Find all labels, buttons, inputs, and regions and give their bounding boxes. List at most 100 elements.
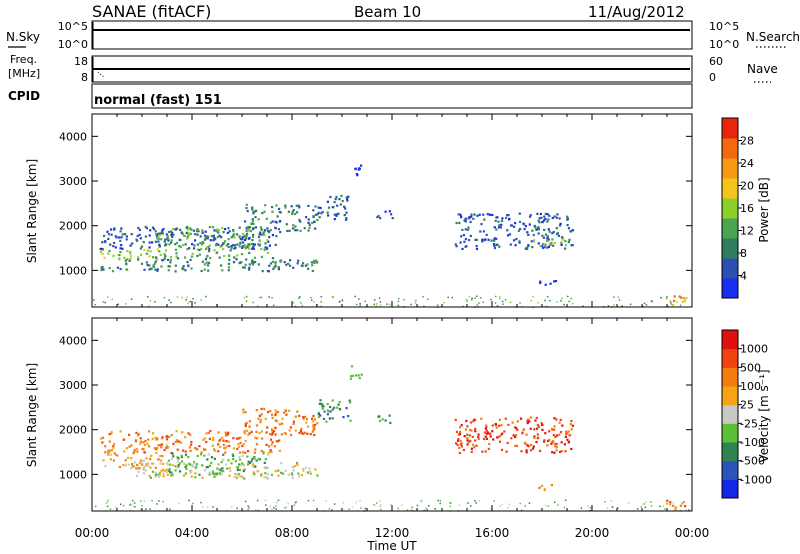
data-cell (181, 244, 185, 247)
data-cell (209, 239, 212, 242)
data-cell (298, 206, 301, 209)
data-cell (273, 507, 275, 509)
data-cell (255, 437, 259, 440)
data-cell (311, 420, 314, 423)
data-cell (201, 476, 204, 479)
data-cell (256, 305, 259, 307)
data-cell (390, 213, 393, 216)
data-cell (379, 301, 382, 303)
data-cell (316, 474, 319, 477)
data-cell (327, 410, 330, 413)
data-cell (294, 225, 297, 228)
data-cell (198, 445, 201, 448)
data-cell (468, 434, 471, 437)
data-cell (207, 269, 210, 272)
data-cell (541, 243, 544, 246)
data-cell (540, 216, 543, 219)
data-cell (545, 305, 547, 307)
vel-cbar-swatch (722, 423, 738, 443)
data-cell (163, 240, 166, 243)
data-cell (211, 444, 214, 447)
data-cell (168, 467, 171, 471)
data-cell (373, 299, 376, 301)
data-cell (281, 417, 284, 420)
power-cbar-tick-label: 20 (740, 180, 754, 193)
data-cell (266, 477, 269, 480)
data-cell (271, 297, 273, 299)
data-cell (397, 304, 400, 307)
data-cell (235, 233, 239, 236)
data-cell (552, 440, 555, 443)
data-cell (292, 266, 295, 269)
data-cell (164, 238, 167, 241)
data-cell (262, 451, 265, 454)
data-cell (567, 227, 571, 230)
data-cell (185, 226, 188, 229)
data-cell (247, 505, 249, 507)
data-cell (449, 505, 451, 508)
data-cell (295, 461, 299, 465)
data-cell (268, 451, 271, 454)
data-cell (513, 239, 516, 242)
data-cell (611, 506, 614, 508)
data-cell (201, 231, 204, 235)
data-cell (158, 454, 161, 457)
data-cell (285, 413, 288, 416)
data-cell (102, 301, 105, 303)
data-cell (455, 442, 458, 445)
nsearch-tick-top: 10^5 (709, 20, 739, 33)
data-cell (166, 444, 169, 447)
data-cell (447, 296, 449, 299)
data-cell (510, 224, 513, 227)
data-cell (538, 221, 541, 224)
data-cell (673, 299, 676, 303)
data-cell (497, 220, 500, 223)
data-cell (526, 246, 529, 249)
data-cell (258, 414, 261, 417)
data-cell (568, 300, 570, 303)
data-cell (566, 224, 569, 227)
data-cell (218, 472, 221, 475)
data-cell (161, 468, 165, 471)
data-cell (481, 450, 484, 453)
data-cell (532, 445, 535, 448)
data-cell (565, 430, 568, 433)
data-cell (348, 508, 351, 510)
data-cell (155, 447, 158, 450)
data-cell (250, 242, 253, 245)
data-cell (216, 236, 219, 239)
data-cell (313, 301, 315, 303)
data-cell (292, 420, 295, 423)
data-cell (133, 502, 136, 504)
data-cell (208, 250, 211, 253)
data-cell (222, 231, 225, 234)
data-cell (384, 210, 387, 213)
data-cell (244, 432, 247, 435)
power-cbar-swatch (722, 218, 738, 239)
data-cell (332, 296, 334, 298)
data-cell (224, 451, 227, 454)
data-cell (192, 247, 196, 250)
data-cell (551, 216, 554, 220)
data-cell (316, 218, 319, 222)
data-cell (351, 374, 355, 377)
data-cell (299, 429, 303, 432)
data-cell (209, 256, 212, 260)
data-cell (650, 299, 653, 302)
data-cell (307, 221, 310, 224)
data-cell (552, 434, 555, 437)
data-cell (222, 458, 225, 461)
data-cell (186, 296, 188, 299)
data-cell (255, 443, 258, 446)
data-cell (329, 405, 332, 409)
data-cell (208, 464, 211, 467)
data-cell (258, 243, 261, 246)
data-cell (93, 299, 95, 301)
data-cell (268, 296, 270, 298)
data-cell (221, 244, 224, 247)
data-cell (261, 233, 264, 236)
data-cell (190, 267, 193, 270)
power-cbar-swatch (722, 158, 738, 179)
data-cell (124, 259, 127, 262)
data-cell (274, 419, 277, 422)
